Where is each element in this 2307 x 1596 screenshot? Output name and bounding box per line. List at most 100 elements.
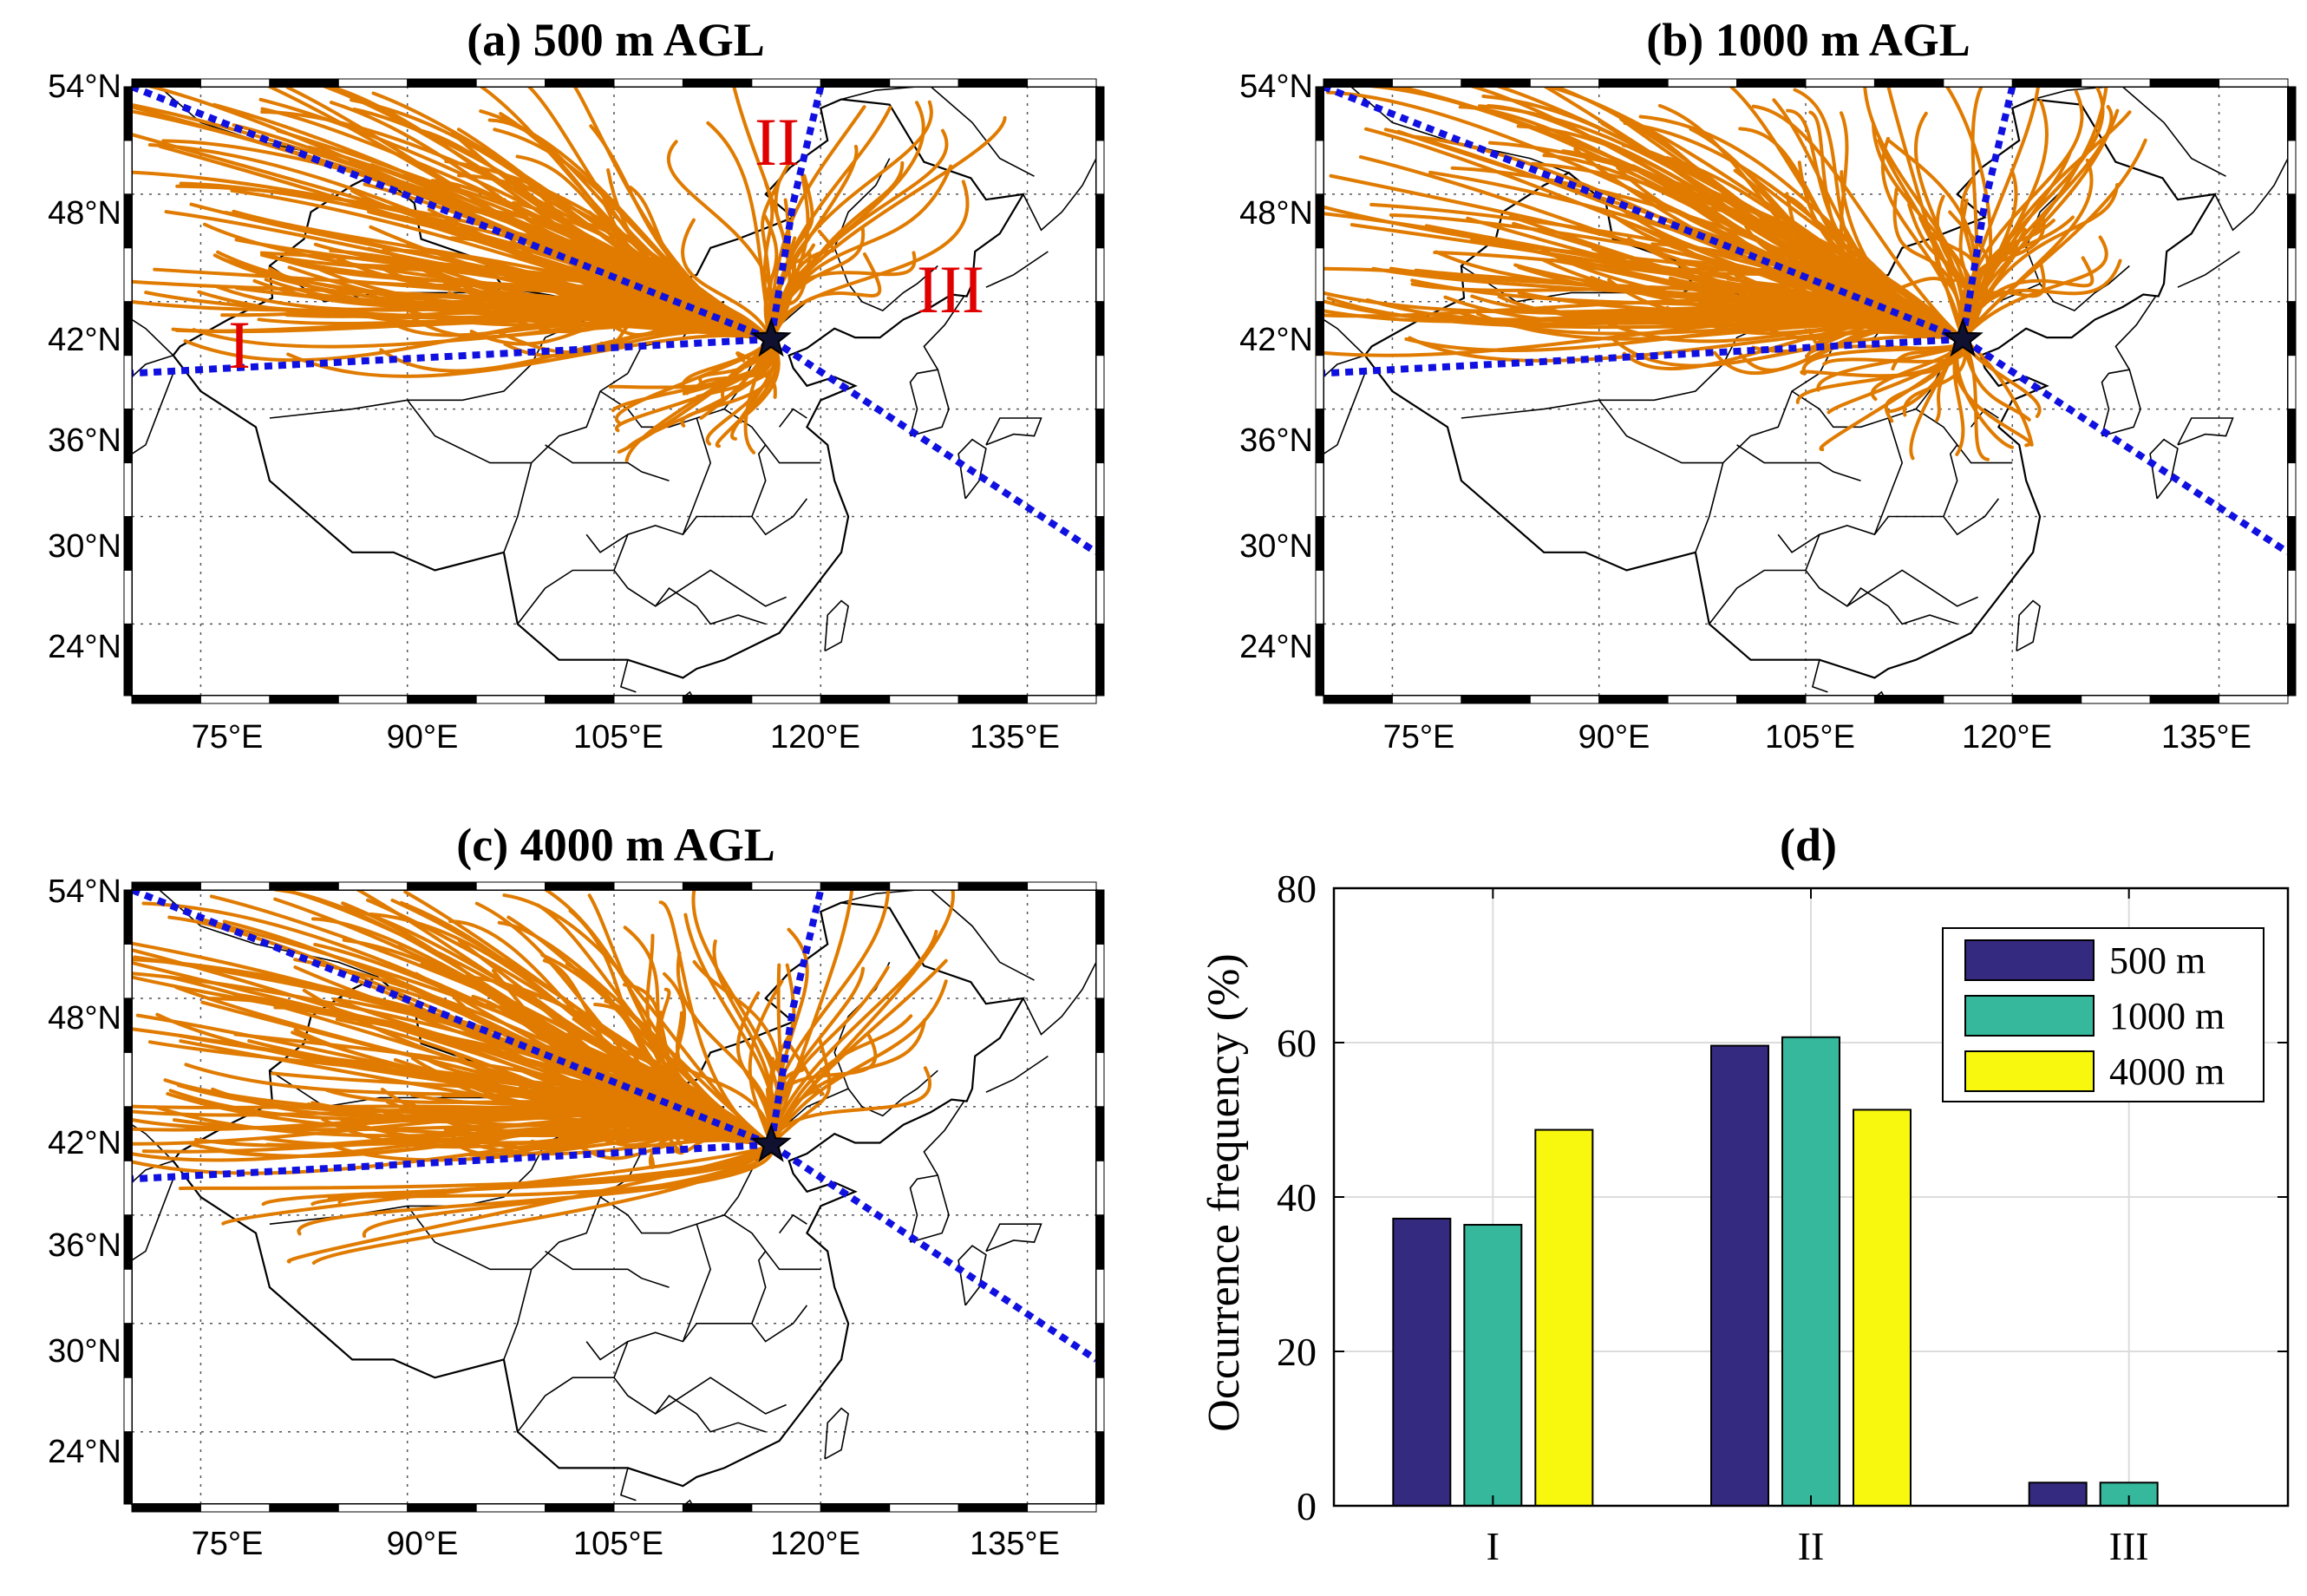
frame-segment xyxy=(123,623,133,697)
frame-segment xyxy=(545,881,615,891)
trajectory-line xyxy=(1872,121,1978,342)
map-b-lat-label: 54°N xyxy=(1239,69,1313,105)
coastline xyxy=(2177,251,2240,288)
frame-segment xyxy=(1027,695,1097,704)
trajectory-line xyxy=(1609,335,1965,368)
map-b-lon-labels: 75°E 90°E 105°E 120°E 135°E xyxy=(1383,719,2251,755)
province-border xyxy=(696,605,766,625)
trajectory-line xyxy=(1961,87,2105,342)
frame-segment xyxy=(199,695,271,704)
frame-segment xyxy=(123,355,133,410)
map-c-lon-label: 105°E xyxy=(573,1526,663,1562)
map-c-lon-label: 90°E xyxy=(387,1526,459,1562)
frame-segment xyxy=(123,1268,133,1325)
map-frame xyxy=(123,78,1105,704)
frame-segment xyxy=(123,409,133,464)
frame-segment xyxy=(957,1503,1029,1513)
frame-segment xyxy=(407,695,477,704)
frame-segment xyxy=(1095,409,1105,464)
map-frame xyxy=(1315,78,2297,704)
frame-segment xyxy=(1095,943,1105,999)
trajectory-line xyxy=(768,144,859,342)
frame-segment xyxy=(1315,409,1324,464)
trajectory-line xyxy=(1363,87,1965,342)
sector-boundary-line xyxy=(132,1141,772,1183)
chart-x-tick-label: III xyxy=(2109,1524,2149,1568)
province-border xyxy=(517,1377,697,1433)
frame-segment xyxy=(2287,409,2297,464)
star-icon xyxy=(750,1122,792,1162)
frame-segment xyxy=(1095,1051,1105,1108)
frame-segment xyxy=(751,78,821,88)
chart-y-tick-label: 40 xyxy=(1277,1175,1317,1220)
province-border xyxy=(682,1223,712,1342)
frame-segment xyxy=(820,695,891,704)
frame-segment xyxy=(751,1503,821,1513)
chart-y-tick-label: 80 xyxy=(1277,867,1317,911)
map-c-lat-label: 36°N xyxy=(48,1227,121,1264)
map-b-lat-label: 30°N xyxy=(1239,528,1313,565)
frame-segment xyxy=(475,1503,546,1513)
frame-segment xyxy=(123,569,133,625)
trajectory-line xyxy=(311,1142,774,1265)
map-c-lat-label: 24°N xyxy=(48,1434,121,1470)
frame-segment xyxy=(1095,193,1105,249)
map-frame xyxy=(123,881,1105,1513)
frame-segment xyxy=(123,1051,133,1108)
trajectory-line xyxy=(769,251,917,342)
frame-segment xyxy=(1315,569,1324,625)
map-c-lat-labels: 54°N 48°N 42°N 36°N 30°N 24°N xyxy=(48,873,121,1470)
coastline xyxy=(909,1174,950,1243)
frame-segment xyxy=(957,881,1029,891)
frame-segment xyxy=(123,1323,133,1378)
coastline xyxy=(985,1055,1049,1093)
frame-segment xyxy=(337,695,408,704)
trajectory-line xyxy=(762,181,774,342)
trajectory-line xyxy=(655,1011,774,1147)
frame-segment xyxy=(1391,78,1462,88)
trajectory-line xyxy=(1477,104,1965,342)
trajectory-line xyxy=(318,267,774,342)
trajectory-line xyxy=(260,252,774,342)
province-border xyxy=(778,1213,807,1234)
frame-segment xyxy=(957,695,1029,704)
map-a-lon-labels: 75°E 90°E 105°E 120°E 135°E xyxy=(192,719,1060,755)
frame-segment xyxy=(1095,569,1105,625)
map-a-lat-label: 36°N xyxy=(48,422,121,459)
map-c-lon-label: 75°E xyxy=(192,1526,264,1562)
frame-segment xyxy=(337,78,408,88)
coastline xyxy=(1323,318,1366,356)
frame-segment xyxy=(269,1503,339,1513)
coastline xyxy=(1323,373,1366,455)
frame-segment xyxy=(131,78,201,88)
sector-boundaries xyxy=(132,87,1096,556)
province-border xyxy=(2039,265,2130,312)
frame-segment xyxy=(682,1503,753,1513)
map-b-title: (b) 1000 m AGL xyxy=(1646,14,1970,66)
frame-segment xyxy=(2287,462,2297,518)
trajectory-line xyxy=(769,1037,832,1147)
frame-segment xyxy=(2287,623,2297,697)
frame-segment xyxy=(889,78,959,88)
province-border xyxy=(585,533,629,553)
trajectory-line xyxy=(1961,235,2108,342)
frame-segment xyxy=(1315,623,1324,697)
trajectory-line xyxy=(145,87,774,342)
map-a-title: (a) 500 m AGL xyxy=(467,14,765,66)
coastline xyxy=(132,1160,173,1183)
map-b-lat-label: 24°N xyxy=(1239,629,1313,665)
bar-1000m-II xyxy=(1781,1036,1840,1507)
province-border xyxy=(1846,569,1978,607)
legend-label: 500 m xyxy=(2109,939,2206,982)
frame-segment xyxy=(1315,86,1324,141)
trajectory-line xyxy=(420,962,774,1147)
frame-segment xyxy=(1323,695,1393,704)
frame-segment xyxy=(2011,78,2082,88)
province-border xyxy=(503,462,533,553)
coastline xyxy=(132,318,174,356)
frame-segment xyxy=(889,1503,959,1513)
province-border xyxy=(545,1250,670,1288)
map-panel-b: (b) 1000 m AGL 54°N 48°N 42°N 36°N 30°N … xyxy=(1239,14,2297,755)
trajectory-line xyxy=(1961,337,2034,447)
